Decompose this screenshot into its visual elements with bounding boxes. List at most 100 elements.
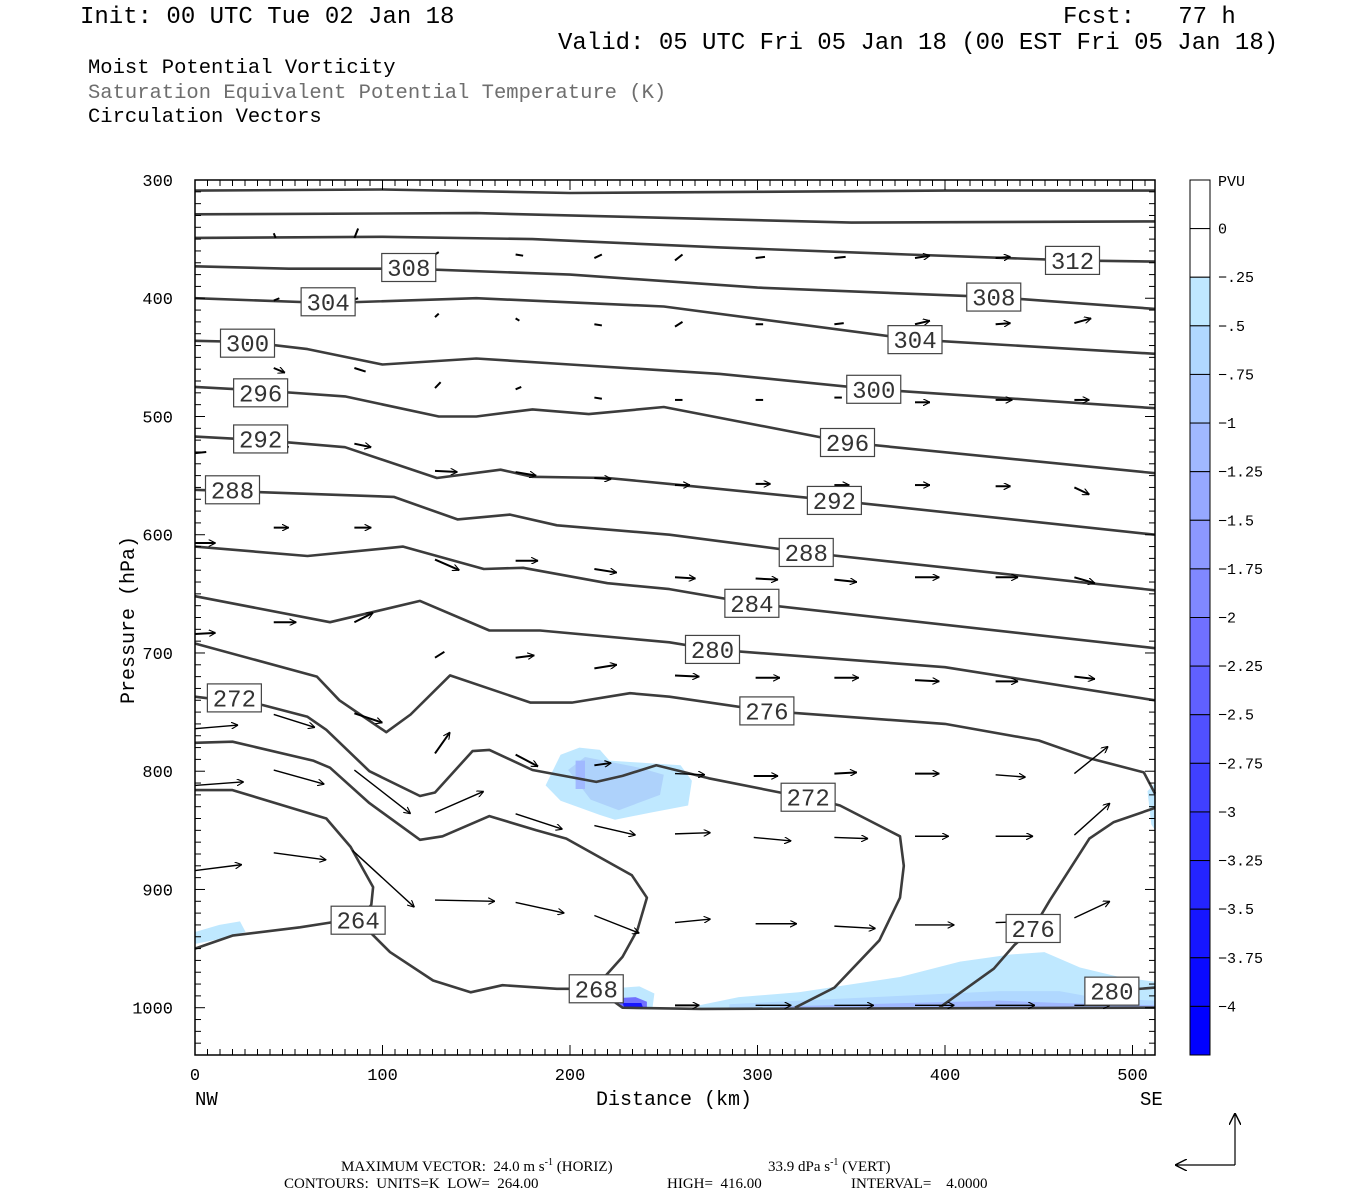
- contour-label: 280: [684, 634, 741, 666]
- contour-label: 292: [233, 424, 289, 455]
- theta-contour-284: [194, 545, 1156, 650]
- colorbar-swatch: [1189, 276, 1211, 327]
- colorbar-swatch: [1189, 714, 1211, 764]
- x-tick-label: 500: [1117, 1067, 1148, 1086]
- circulation-vector: [594, 665, 617, 669]
- colorbar-swatch: [1189, 860, 1211, 910]
- contour-label-box: [568, 974, 624, 1004]
- circulation-vector: [515, 386, 522, 391]
- contour-label-text: 288: [211, 479, 254, 506]
- contour-label: 296: [819, 427, 876, 459]
- contour-label: 268: [568, 974, 624, 1005]
- contour-label-text: 288: [785, 542, 828, 569]
- circulation-vector: [434, 558, 459, 571]
- contour-label-box: [778, 537, 834, 568]
- contour-label-text: 300: [852, 379, 895, 406]
- circulation-vector: [1073, 486, 1089, 496]
- colorbar-label: −1.5: [1218, 513, 1254, 530]
- contour-label-box: [684, 634, 741, 665]
- theta-contour-264: [194, 788, 375, 950]
- circulation-vector: [674, 321, 684, 328]
- colorbar-swatch: [1189, 957, 1211, 1007]
- circulation-vector: [594, 763, 611, 765]
- colorbar-label: −2: [1218, 611, 1236, 628]
- theta-contour-320: [194, 188, 1155, 195]
- circulation-vector: [194, 450, 207, 455]
- colorbar-swatch: [1189, 617, 1211, 667]
- contour-label-text: 292: [239, 428, 282, 455]
- y-tick-label: 300: [142, 173, 173, 192]
- contour-label-text: 312: [1051, 250, 1094, 277]
- circulation-vector: [1074, 677, 1095, 679]
- contour-label-box: [806, 485, 862, 516]
- circulation-vector: [914, 321, 930, 325]
- x-tick-label: 0: [190, 1067, 200, 1086]
- colorbar-swatch: [1189, 568, 1211, 619]
- colorbar-swatch: [1189, 373, 1211, 424]
- contour-label-box: [1044, 245, 1101, 276]
- contour-label: 288: [778, 537, 834, 569]
- contour-label-text: 268: [575, 978, 618, 1005]
- circulation-vector: [914, 256, 930, 258]
- contour-label-text: 264: [337, 910, 380, 937]
- pv-shaded-region: [575, 760, 585, 789]
- colorbar-swatch: [1189, 908, 1211, 959]
- contour-label-box: [739, 696, 795, 726]
- y-tick-label: 600: [142, 528, 173, 547]
- contour-info: CONTOURS: UNITS=K LOW= 264.00: [284, 1176, 539, 1192]
- circulation-vector: [834, 837, 868, 838]
- contour-label-text: 308: [972, 287, 1015, 314]
- circulation-vector: [594, 323, 603, 327]
- contour-label: 288: [204, 475, 261, 506]
- circulation-vector: [1074, 901, 1110, 919]
- contour-label: 296: [233, 378, 289, 409]
- circulation-vector: [594, 569, 617, 573]
- circulation-vector: [434, 650, 445, 659]
- circulation-vector: [674, 675, 699, 676]
- contour-label: 292: [806, 485, 862, 517]
- circulation-vector: [914, 680, 939, 681]
- contour-label-box: [330, 905, 386, 935]
- colorbar-label: −.75: [1218, 367, 1254, 384]
- contour-label-box: [233, 424, 289, 454]
- x-tick-label: 300: [742, 1067, 773, 1086]
- colorbar-label: −3.75: [1218, 951, 1263, 968]
- circulation-vector: [353, 228, 360, 239]
- circulation-vector: [674, 774, 705, 775]
- vert-max-info: 33.9 dPa s-1 (VERT): [768, 1158, 890, 1175]
- circulation-vector: [515, 655, 535, 657]
- contour-label: 272: [206, 683, 262, 714]
- circulation-vector: [834, 255, 846, 260]
- contour-label-box: [780, 782, 836, 812]
- init-time: Init: 00 UTC Tue 02 Jan 18: [80, 4, 455, 31]
- y-tick-label: 400: [142, 291, 173, 310]
- contour-label: 308: [381, 252, 437, 284]
- horiz-exponent: -1: [544, 1157, 553, 1168]
- circulation-vector: [434, 791, 484, 814]
- contour-label: 280: [1084, 976, 1140, 1008]
- theta-contour-292: [194, 435, 1156, 536]
- contour-label: 304: [887, 325, 943, 356]
- x-tick-label: 100: [367, 1067, 398, 1086]
- circulation-vector: [674, 919, 711, 924]
- contour-label-text: 292: [813, 490, 856, 517]
- x-end-label-right: SE: [1140, 1089, 1163, 1111]
- circulation-vector: [515, 317, 520, 322]
- colorbar-title: PVU: [1218, 174, 1245, 191]
- circulation-vector: [674, 833, 711, 834]
- circulation-vector: [434, 471, 458, 472]
- theta-contour-280: [194, 594, 1156, 702]
- circulation-vector: [515, 253, 524, 257]
- theta-contour-264: [357, 919, 597, 994]
- circulation-vector: [353, 611, 373, 624]
- colorbar-label: 0: [1218, 222, 1227, 239]
- circulation-vector: [515, 813, 563, 829]
- contour-label: 300: [219, 328, 276, 360]
- colorbar-label: −3.5: [1218, 902, 1254, 919]
- contour-label-text: 308: [387, 257, 430, 284]
- circulation-vector: [194, 782, 244, 787]
- x-axis-label: Distance (km): [596, 1089, 752, 1112]
- circulation-vector: [434, 900, 495, 901]
- contour-interval: INTERVAL= 4.0000: [851, 1176, 988, 1192]
- circulation-vector: [273, 769, 325, 784]
